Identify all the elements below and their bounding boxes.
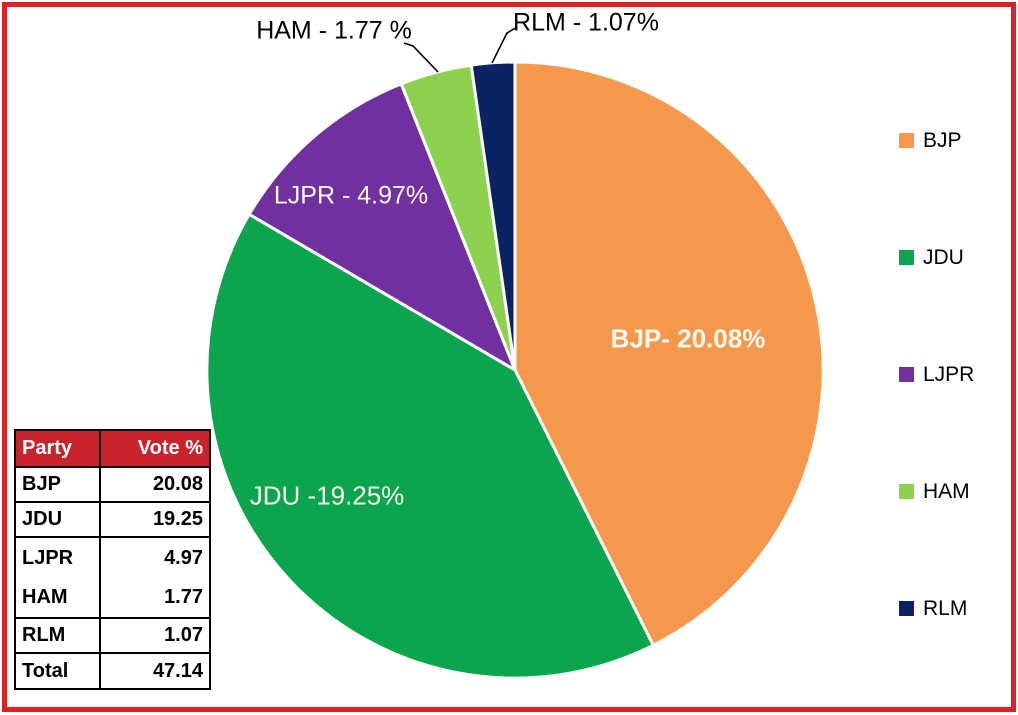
table-row: LJPR 4.97 (14, 536, 211, 578)
legend-label: LJPR (923, 363, 975, 386)
party-column-header: Party (14, 429, 101, 468)
rlm-swatch-icon (899, 601, 914, 616)
ljpr-slice-label: LJPR - 4.97% (273, 181, 429, 210)
jdu-swatch-icon (899, 250, 914, 265)
party-cell: HAM (14, 578, 101, 619)
rlm-callout-label: RLM - 1.07% (513, 8, 659, 37)
table-row: BJP 20.08 (14, 466, 211, 503)
legend-label: BJP (923, 129, 962, 152)
jdu-slice-label: JDU -19.25% (249, 480, 405, 511)
value-cell: 1.07 (99, 617, 211, 654)
party-cell: LJPR (14, 536, 101, 578)
pie-slice-jdu (205, 212, 655, 680)
vote-share-table: Party Vote % BJP 20.08 JDU 19.25 LJPR 4.… (14, 429, 211, 690)
value-cell: 1.77 (99, 578, 211, 619)
table-row: RLM 1.07 (14, 617, 211, 654)
party-cell: BJP (14, 466, 101, 503)
party-cell: JDU (14, 501, 101, 538)
legend-label: JDU (923, 246, 964, 269)
table-header-row: Party Vote % (14, 429, 211, 468)
ham-callout-label: HAM - 1.77 % (256, 16, 412, 45)
bjp-swatch-icon (899, 133, 914, 148)
total-label-cell: Total (14, 652, 101, 690)
table-total-row: Total 47.14 (14, 652, 211, 690)
value-cell: 4.97 (99, 536, 211, 578)
ljpr-swatch-icon (899, 367, 914, 382)
pie-slices (205, 60, 825, 680)
legend-label: RLM (923, 597, 968, 620)
vote-column-header: Vote % (99, 429, 211, 468)
legend-label: HAM (923, 480, 970, 503)
pie-slice-ljpr (247, 82, 517, 372)
value-cell: 19.25 (99, 501, 211, 538)
pie-slice-bjp (513, 60, 825, 647)
legend-item-bjp: BJP (899, 130, 974, 151)
value-cell: 20.08 (99, 466, 211, 503)
rlm-leader-line (491, 26, 518, 64)
total-value-cell: 47.14 (99, 652, 211, 690)
ham-swatch-icon (899, 484, 914, 499)
party-cell: RLM (14, 617, 101, 654)
table-row: HAM 1.77 (14, 578, 211, 619)
bjp-slice-label: BJP- 20.08% (610, 323, 766, 354)
legend-item-rlm: RLM (899, 598, 974, 619)
ham-leader-line (403, 42, 439, 73)
legend-item-jdu: JDU (899, 247, 974, 268)
pie-slice-rlm (469, 60, 517, 372)
chart-legend: BJP JDU LJPR HAM RLM (899, 130, 974, 715)
legend-item-ljpr: LJPR (899, 364, 974, 385)
table-row: JDU 19.25 (14, 501, 211, 538)
legend-item-ham: HAM (899, 481, 974, 502)
